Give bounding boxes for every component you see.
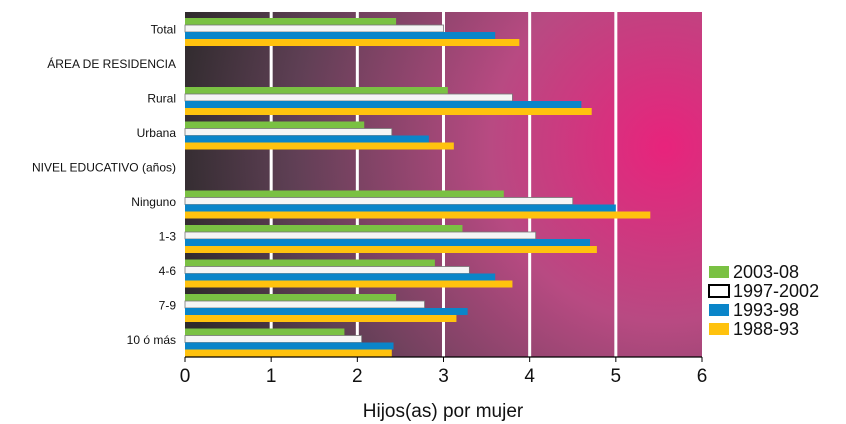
category-label: 10 ó más bbox=[127, 333, 176, 347]
category-label: 7-9 bbox=[159, 298, 177, 312]
legend-swatch bbox=[709, 323, 729, 335]
bar-1993-98-1 bbox=[185, 32, 496, 39]
category-label: Urbana bbox=[137, 126, 177, 140]
bar-1997-2002-8 bbox=[184, 266, 470, 274]
bar-1988-93-6 bbox=[185, 211, 651, 219]
bar-1997-2002-9 bbox=[184, 300, 425, 309]
category-label: Total bbox=[151, 22, 176, 36]
bar-1997-2002-3 bbox=[184, 93, 513, 102]
x-axis-title: Hijos(as) por mujer bbox=[363, 401, 524, 422]
x-tick-label: 4 bbox=[524, 366, 535, 387]
bar-1988-93-10 bbox=[185, 349, 392, 357]
bar-1997-2002-6 bbox=[184, 197, 574, 205]
x-tick-label: 2 bbox=[352, 366, 363, 387]
bar-2003-08-3 bbox=[185, 87, 448, 94]
legend-label: 1988-93 bbox=[733, 319, 799, 339]
bar-1997-2002-4 bbox=[184, 128, 393, 136]
bar-1993-98-6 bbox=[185, 204, 616, 212]
category-label: ÁREA DE RESIDENCIA bbox=[47, 56, 176, 71]
legend-swatch bbox=[708, 284, 730, 298]
bar-1988-93-4 bbox=[185, 142, 454, 150]
bar-2003-08-6 bbox=[185, 190, 504, 198]
bar-2003-08-8 bbox=[185, 259, 435, 267]
bar-1997-2002-7 bbox=[184, 231, 537, 240]
legend-label: 1997-2002 bbox=[733, 281, 819, 301]
bar-1993-98-7 bbox=[185, 239, 590, 246]
x-tick-label: 0 bbox=[180, 366, 191, 387]
legend-label: 2003-08 bbox=[733, 262, 799, 282]
x-tick-label: 6 bbox=[697, 366, 708, 387]
x-tick-label: 1 bbox=[266, 366, 277, 387]
legend-swatch bbox=[709, 266, 729, 278]
bar-1988-93-3 bbox=[185, 108, 592, 115]
category-label: 4-6 bbox=[159, 264, 177, 278]
legend-swatch bbox=[709, 304, 729, 316]
bar-2003-08-4 bbox=[185, 121, 365, 129]
bar-1997-2002-10 bbox=[184, 335, 363, 343]
bar-1993-98-9 bbox=[185, 308, 468, 315]
x-tick-label: 3 bbox=[438, 366, 449, 387]
bar-2003-08-7 bbox=[185, 225, 463, 232]
bar-2003-08-10 bbox=[185, 328, 345, 336]
bar-1988-93-8 bbox=[185, 280, 513, 288]
category-label: Rural bbox=[147, 91, 176, 105]
bar-1993-98-4 bbox=[185, 135, 429, 143]
bar-1993-98-8 bbox=[185, 273, 496, 281]
bar-1997-2002-1 bbox=[184, 24, 444, 33]
bar-2003-08-1 bbox=[185, 18, 397, 25]
bar-1988-93-1 bbox=[185, 39, 520, 46]
bar-1988-93-7 bbox=[185, 246, 597, 253]
bar-1993-98-3 bbox=[185, 101, 582, 108]
x-tick-label: 5 bbox=[611, 366, 622, 387]
category-label: NIVEL EDUCATIVO (años) bbox=[32, 160, 176, 174]
category-label: Ninguno bbox=[131, 195, 176, 209]
bar-2003-08-9 bbox=[185, 294, 397, 301]
category-label: 1-3 bbox=[159, 229, 177, 243]
bar-1993-98-10 bbox=[185, 342, 394, 350]
legend-label: 1993-98 bbox=[733, 300, 799, 320]
bar-1988-93-9 bbox=[185, 315, 457, 322]
